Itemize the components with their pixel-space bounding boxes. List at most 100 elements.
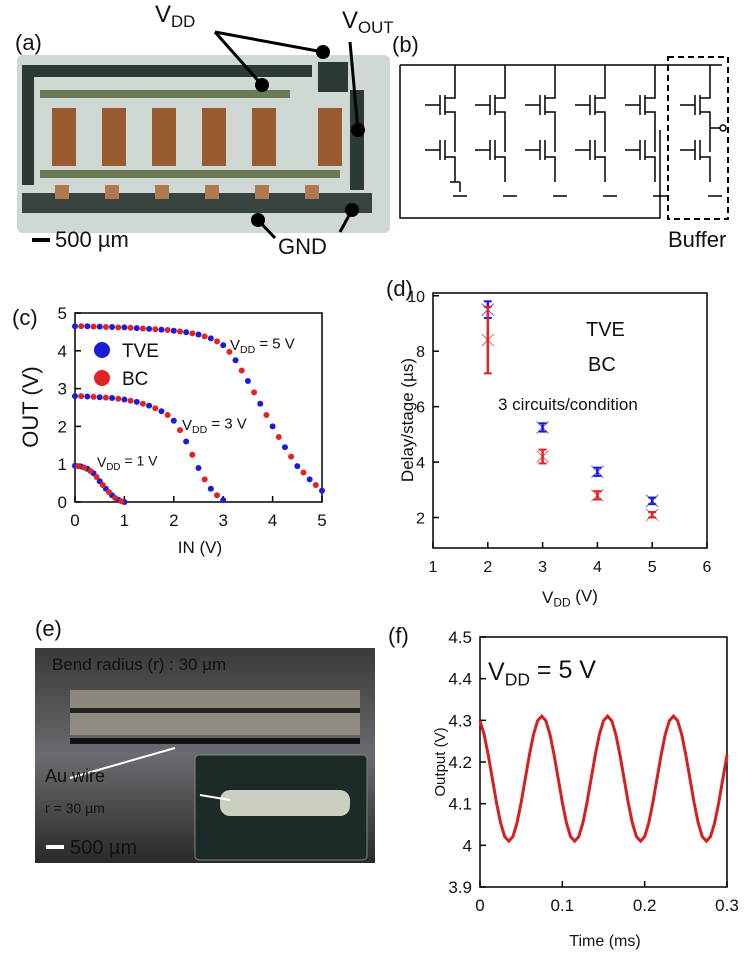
panel-label: (f) (388, 623, 409, 648)
y-tick-label: 4 (58, 342, 67, 361)
vout-label: VOUT (342, 7, 393, 37)
x-marker (591, 488, 604, 502)
error-point (591, 488, 604, 502)
annotation-part: DD (240, 344, 256, 356)
data-point (214, 492, 221, 499)
x-tick-label: 0.1 (551, 896, 575, 915)
annotation: 3 circuits/condition (498, 395, 638, 414)
vdd-label: VDD (155, 1, 195, 31)
buffer-label: Buffer (668, 227, 726, 252)
data-point (183, 329, 190, 336)
data-point (139, 400, 146, 407)
data-point (220, 497, 227, 504)
x-tick-label: 1 (429, 559, 438, 576)
data-point (152, 405, 159, 412)
data-point (109, 323, 116, 330)
data-point (99, 481, 106, 488)
y-axis-label: Output (V) (432, 727, 449, 796)
annotation: VDD = 3 V (182, 416, 247, 437)
panel-label: (a) (15, 30, 42, 55)
data-point (133, 325, 140, 332)
data-point (164, 412, 171, 419)
y-axis-label: Delay/stage (µs) (398, 358, 417, 482)
data-point (78, 393, 85, 400)
x-axis-label-part: V (542, 588, 554, 607)
data-point (127, 397, 134, 404)
annotation-part: DD (505, 669, 530, 689)
data-point (152, 326, 159, 333)
data-point (201, 333, 208, 340)
data-point (251, 389, 258, 396)
x-tick-label: 6 (703, 559, 712, 576)
data-point (170, 327, 177, 334)
data-point (81, 464, 88, 471)
data-point (72, 393, 78, 400)
x-tick-label: 4 (593, 559, 602, 576)
annotation: VDD = 1 V (97, 453, 158, 473)
error-point (645, 494, 659, 508)
vout-label-part: V (342, 7, 358, 34)
data-point (84, 393, 91, 400)
x-marker (645, 494, 659, 508)
data-point (300, 469, 307, 476)
data-point (115, 324, 122, 331)
wire-label: Au wire (45, 766, 105, 786)
data-point (232, 357, 239, 364)
data-point (146, 325, 153, 332)
y-tick-label: 4.2 (448, 753, 472, 772)
y-tick-label: 4.5 (448, 628, 472, 647)
data-point (75, 463, 82, 470)
x-tick-label: 1 (120, 511, 129, 530)
data-point (257, 400, 264, 407)
data-point (121, 324, 128, 331)
vout-label-part: OUT (358, 18, 393, 37)
data-point (201, 476, 208, 483)
annotation-part: = 5 V (530, 656, 596, 684)
data-point (275, 433, 282, 440)
data-point (121, 396, 128, 403)
x-tick-label: 2 (169, 511, 178, 530)
annotation-part: DD (192, 424, 208, 436)
error-point (536, 448, 549, 465)
legend-label: TVE (122, 341, 159, 362)
radius-label: r = 30 µm (45, 800, 105, 816)
data-point (207, 485, 214, 492)
panel-label: (d) (386, 276, 413, 301)
error-point (591, 465, 604, 479)
y-tick-label: 4 (463, 836, 472, 855)
y-tick-label: 0 (58, 493, 67, 512)
annotation-part: = 1 V (121, 453, 159, 469)
x-tick-label: 4 (268, 511, 277, 530)
chip-photo (17, 30, 390, 242)
data-point (183, 438, 190, 445)
y-tick-label: 3 (58, 380, 67, 399)
vdd-label-part: DD (171, 12, 195, 31)
data-point (105, 489, 112, 496)
data-point (102, 394, 109, 401)
data-point (102, 323, 109, 330)
x-axis-label: VDD (V) (542, 586, 598, 609)
data-point (220, 342, 227, 349)
data-point (109, 395, 116, 402)
annotation-part: V (230, 337, 240, 354)
bend-label: Bend radius (r) : 30 µm (52, 655, 226, 674)
x-tick-label: 5 (648, 559, 657, 576)
y-tick-label: 4.1 (448, 795, 472, 814)
data-point (164, 327, 171, 334)
error-point (536, 421, 549, 434)
y-tick-label: 3.9 (448, 878, 472, 897)
annotation-part: V (182, 417, 192, 434)
data-point (226, 348, 233, 355)
x-marker (481, 333, 495, 347)
y-tick-label: 6 (416, 400, 425, 417)
data-point (244, 378, 251, 385)
x-tick-label: 3 (538, 559, 547, 576)
panel-label: (c) (12, 305, 38, 330)
y-tick-label: 4 (416, 455, 425, 472)
data-point (87, 468, 94, 475)
data-point (312, 481, 319, 488)
data-point (72, 323, 78, 330)
data-point (84, 323, 91, 330)
data-point (118, 498, 125, 505)
